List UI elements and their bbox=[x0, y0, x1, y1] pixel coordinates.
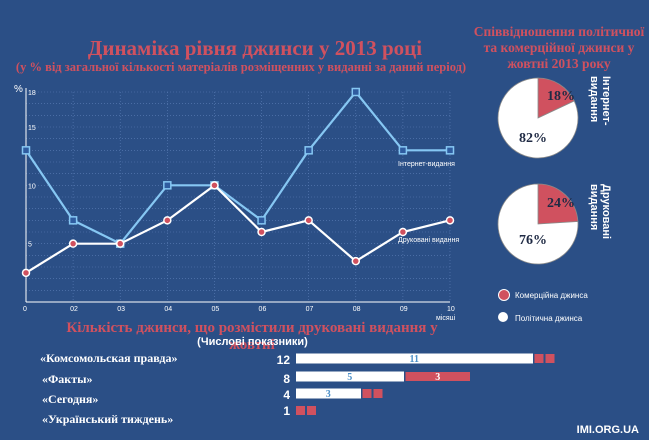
bar-chart: 11 5 3 3 bbox=[296, 353, 555, 415]
data-point bbox=[445, 146, 455, 155]
legend-political-label: Політична джинса bbox=[515, 314, 583, 323]
x-tick-label: 03 bbox=[117, 306, 125, 313]
bar-segment-commercial bbox=[545, 354, 555, 363]
bar-row-total: 12 bbox=[276, 353, 290, 367]
series-line bbox=[25, 90, 450, 246]
data-point bbox=[445, 216, 455, 225]
bar-segment-commercial bbox=[405, 372, 470, 381]
bar-row-label: «Український тиждень» bbox=[42, 412, 174, 426]
series-label-internet: Інтернет-видання bbox=[398, 161, 455, 168]
x-tick-label: 10 bbox=[447, 306, 455, 313]
bar-row-label: «Комсомольская правда» bbox=[40, 351, 178, 365]
data-point bbox=[115, 239, 125, 248]
x-axis-unit: місяці bbox=[436, 314, 456, 320]
pie-label-internet: Інтернет-видання bbox=[588, 76, 612, 126]
x-tick-label: 04 bbox=[164, 306, 172, 313]
y-tick-label: 5 bbox=[28, 242, 32, 249]
bar-value-label: 11 bbox=[410, 354, 419, 365]
data-point bbox=[398, 227, 408, 237]
data-point bbox=[304, 216, 313, 225]
data-point bbox=[351, 87, 361, 97]
bar-segment-political bbox=[296, 371, 404, 382]
series-label-print: Друковані видання bbox=[398, 236, 459, 244]
bar-segment-commercial bbox=[307, 406, 316, 415]
bar-value-label: 5 bbox=[347, 372, 352, 383]
data-point bbox=[163, 181, 172, 190]
y-tick-label: 18 bbox=[28, 90, 36, 97]
bar-segment-commercial bbox=[362, 389, 372, 398]
pie-print-commercial-pct: 24% bbox=[547, 196, 575, 211]
bar-segment-political bbox=[296, 353, 533, 364]
x-tick-label: 09 bbox=[400, 306, 408, 313]
data-point bbox=[351, 256, 361, 266]
x-tick-label: 07 bbox=[306, 306, 314, 313]
pie-section-title: Співвідношення політичної та комерційної… bbox=[473, 24, 645, 71]
bar-segment-commercial bbox=[296, 406, 305, 415]
pie-print-political-pct: 76% bbox=[519, 233, 547, 248]
bar-chart-title: Кількість джинси, що розмістили друкован… bbox=[66, 320, 438, 353]
pie-slice bbox=[537, 183, 579, 225]
x-tick-label: 08 bbox=[353, 306, 361, 313]
x-tick-label: 0 bbox=[23, 306, 27, 313]
bar-row-total: 8 bbox=[283, 372, 290, 386]
legend-commercial-label: Комерційна джинса bbox=[515, 291, 588, 300]
series-line bbox=[25, 183, 451, 274]
footer-site: IMI.ORG.UA bbox=[576, 424, 639, 436]
pie-slice bbox=[497, 77, 579, 159]
pie-chart-print bbox=[497, 183, 579, 265]
line-chart-subtitle: (у % від загальної кількості матеріалів … bbox=[15, 60, 467, 74]
data-point bbox=[398, 146, 408, 155]
data-point bbox=[21, 268, 31, 278]
y-tick-label: 10 bbox=[28, 183, 36, 190]
bar-segment-political bbox=[296, 388, 361, 399]
pie-internet-commercial-pct: 18% bbox=[547, 89, 575, 104]
bar-segment-commercial bbox=[534, 354, 544, 363]
x-tick-label: 06 bbox=[259, 306, 267, 313]
data-point bbox=[257, 216, 266, 225]
bar-segment-commercial bbox=[373, 389, 383, 398]
data-point bbox=[210, 181, 219, 190]
pie-slice bbox=[537, 77, 575, 119]
data-point bbox=[68, 239, 78, 248]
data-point bbox=[163, 216, 172, 225]
pie-label-print: Друковані видання bbox=[588, 184, 612, 240]
bar-row-label: «Сегодня» bbox=[42, 392, 99, 406]
line-chart-title: Динаміка рівня джинси у 2013 році bbox=[87, 36, 423, 60]
y-axis-unit: % bbox=[14, 84, 23, 95]
bar-chart-subtitle: (Числові показники) bbox=[197, 336, 308, 348]
bar-row-label: «Факты» bbox=[42, 372, 93, 386]
pie-internet-political-pct: 82% bbox=[519, 131, 547, 146]
data-point bbox=[257, 227, 266, 237]
pie-chart-internet bbox=[497, 77, 579, 159]
y-tick-label: 15 bbox=[28, 125, 36, 132]
x-tick-label: 05 bbox=[211, 306, 219, 313]
data-point bbox=[68, 216, 78, 225]
data-point bbox=[304, 146, 313, 155]
bar-row-total: 1 bbox=[283, 404, 290, 418]
bar-row-total: 4 bbox=[283, 388, 290, 402]
pie-slice bbox=[497, 183, 579, 265]
legend-commercial-swatch bbox=[498, 289, 510, 301]
legend-political-swatch bbox=[498, 312, 508, 322]
bar-value-label: 3 bbox=[326, 389, 331, 400]
data-point bbox=[21, 146, 31, 155]
bar-value-label: 3 bbox=[435, 372, 440, 383]
x-tick-label: 02 bbox=[70, 306, 78, 313]
